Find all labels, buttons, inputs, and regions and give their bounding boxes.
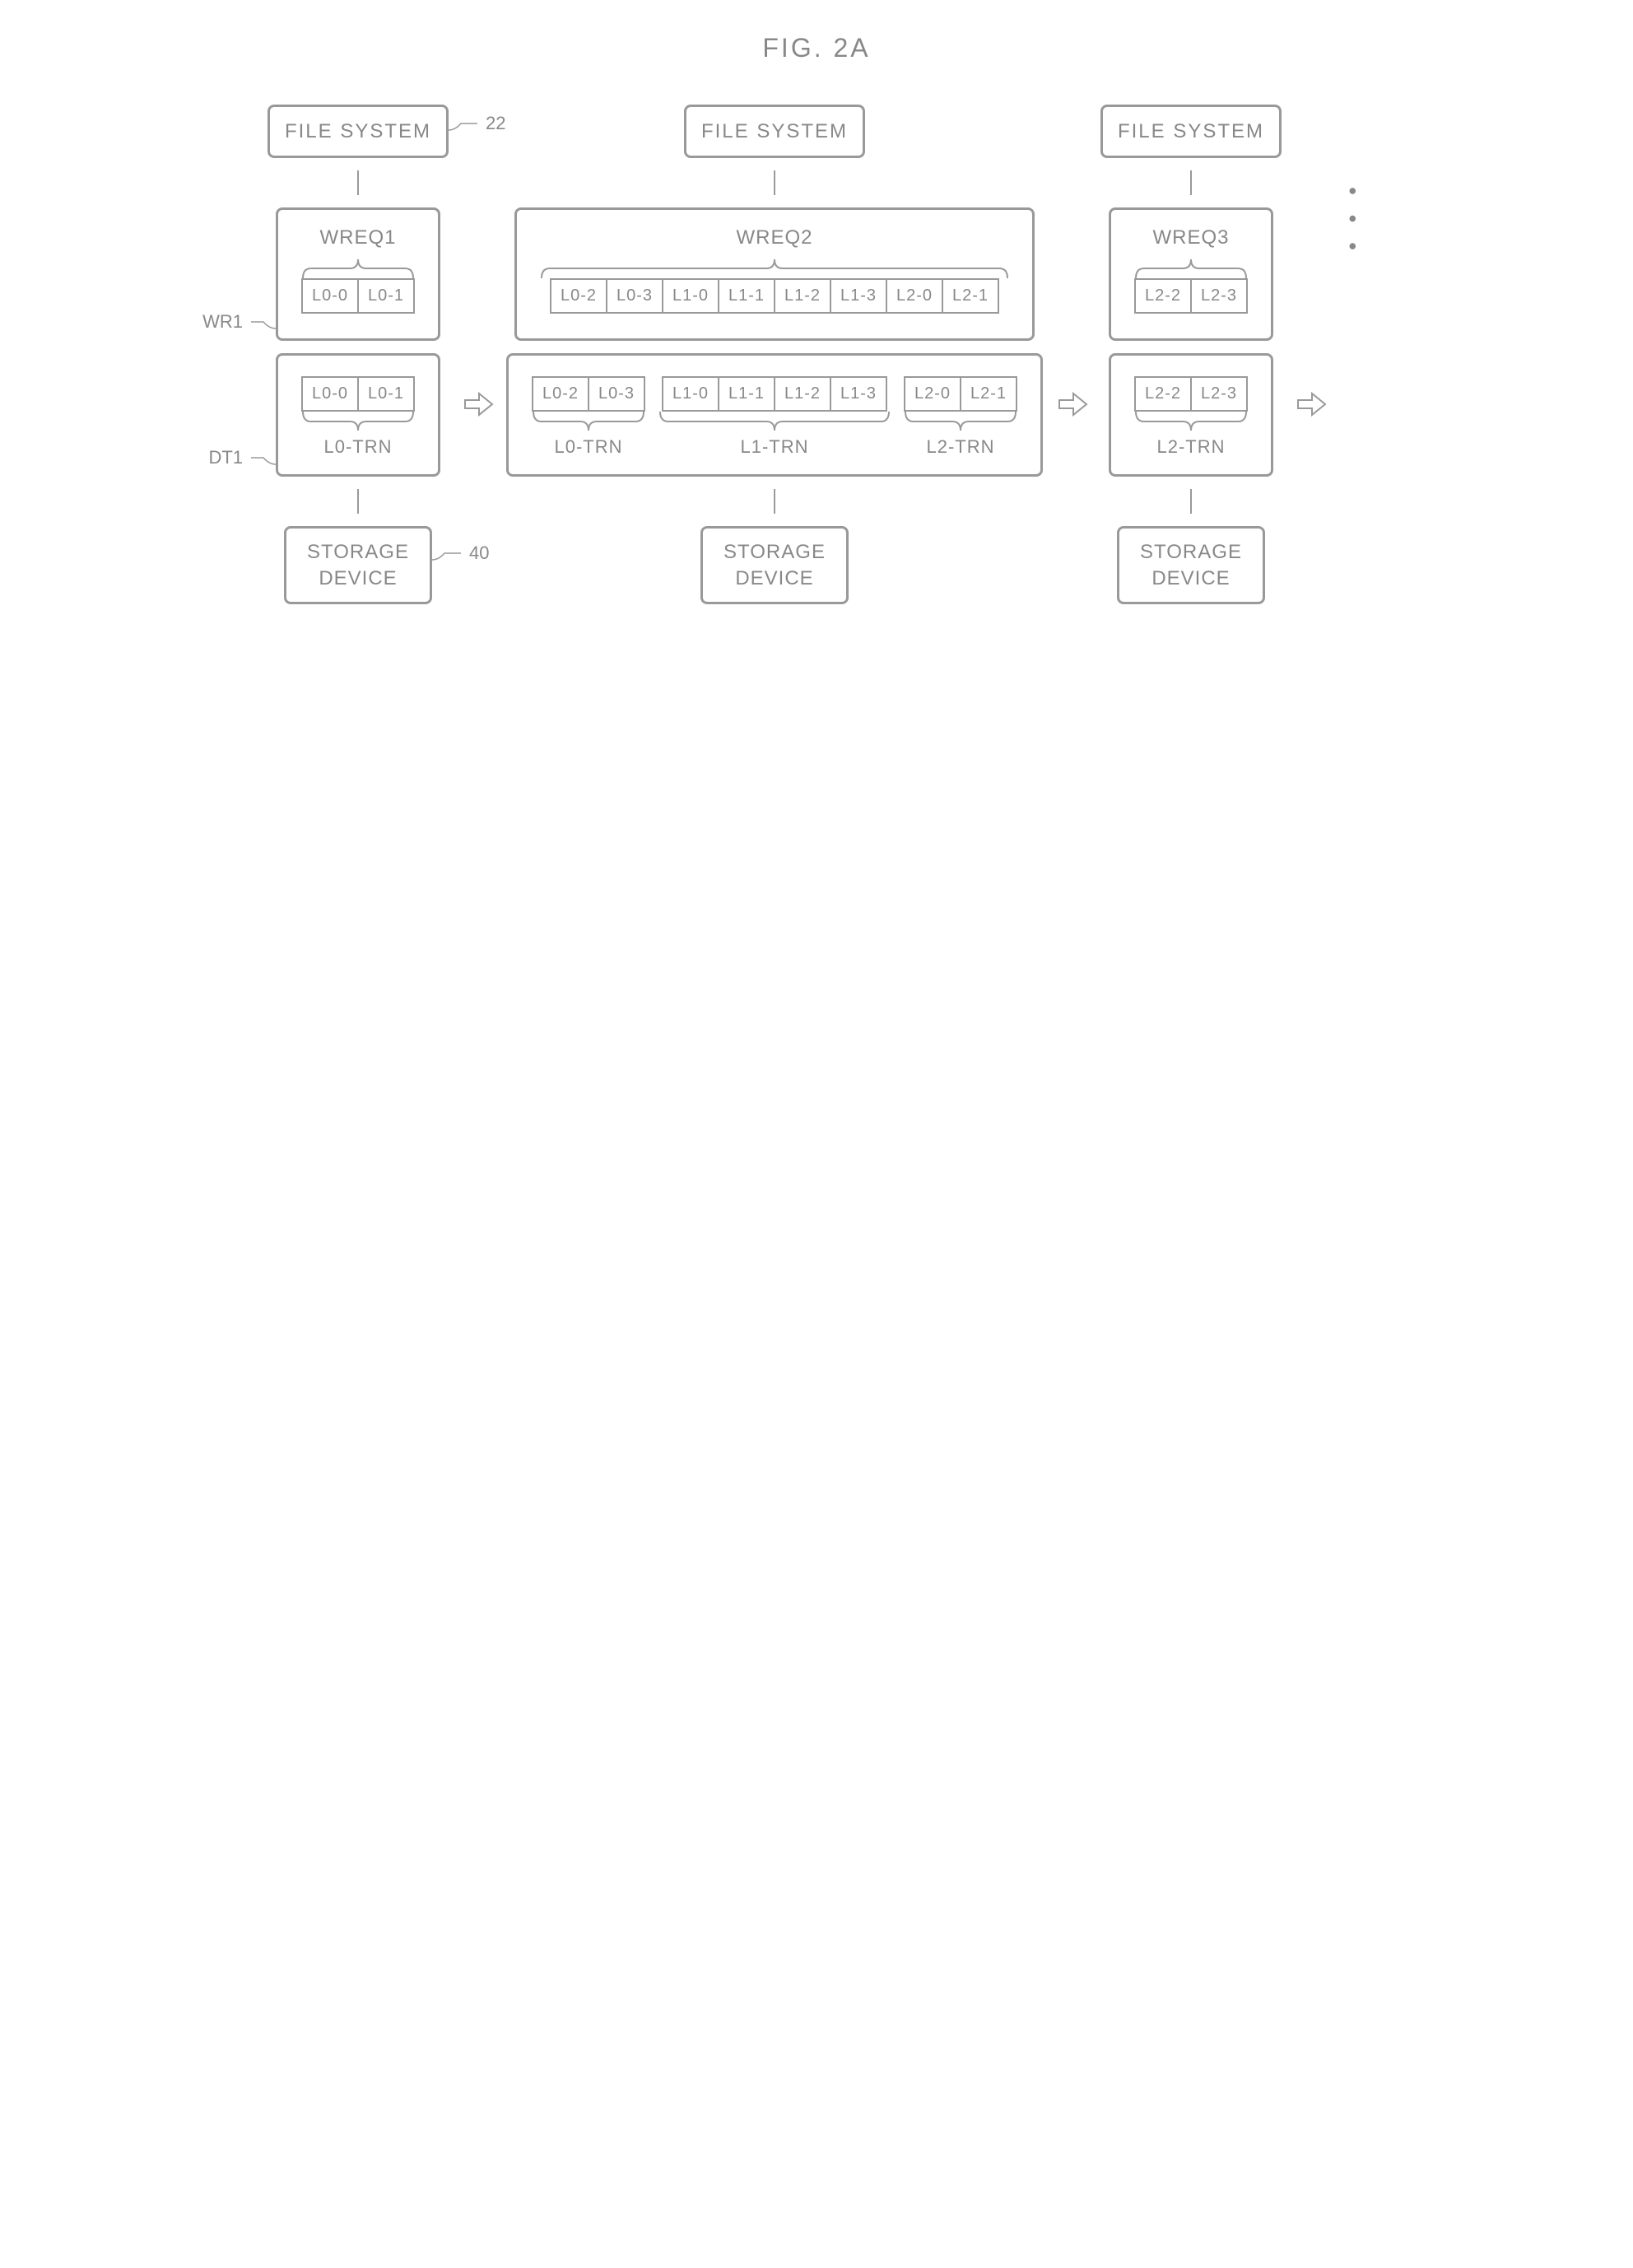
file-system-box: FILE SYSTEM bbox=[684, 105, 865, 158]
connector bbox=[357, 170, 359, 195]
wreq-label: WREQ1 bbox=[319, 226, 396, 249]
column-0: FILE SYSTEM 22 WR1 WREQ1 L0-0L0-1 DT1 bbox=[268, 105, 449, 604]
flow-arrow-icon bbox=[1294, 388, 1327, 421]
cell: L2-2 bbox=[1134, 278, 1192, 314]
trn-group: L2-0L2-1 L2-TRN bbox=[901, 376, 1020, 458]
trn-label: L1-TRN bbox=[740, 436, 808, 458]
connector bbox=[357, 489, 359, 514]
cell: L2-1 bbox=[960, 376, 1017, 412]
cell: L1-2 bbox=[774, 278, 831, 314]
cell: L2-1 bbox=[942, 278, 999, 314]
wreq-cells: L0-2L0-3L1-0L1-1L1-2L1-3L2-0L2-1 bbox=[550, 278, 999, 314]
dt-box: L0-2L0-3 L0-TRN L1-0L1-1L1-2L1-3 L1-TRN bbox=[506, 353, 1043, 477]
storage-device-box: STORAGEDEVICE bbox=[284, 526, 432, 604]
cell: L2-3 bbox=[1190, 376, 1248, 412]
cell: L0-2 bbox=[532, 376, 589, 412]
trn-label: L2-TRN bbox=[1156, 436, 1225, 458]
cell: L1-3 bbox=[830, 278, 887, 314]
cell: L0-2 bbox=[550, 278, 607, 314]
cell: L0-1 bbox=[357, 278, 415, 314]
file-system-box: FILE SYSTEM bbox=[1100, 105, 1282, 158]
wreq-box: WREQ1 L0-0L0-1 bbox=[276, 207, 440, 341]
connector bbox=[1190, 170, 1192, 195]
connector bbox=[1190, 489, 1192, 514]
wreq-box: WREQ2 L0-2L0-3L1-0L1-1L1-2L1-3L2-0L2-1 bbox=[514, 207, 1035, 341]
storage-device-box: STORAGEDEVICE bbox=[1117, 526, 1265, 604]
cell: L0-3 bbox=[606, 278, 663, 314]
trn-label: L2-TRN bbox=[926, 436, 994, 458]
diagram-columns: FILE SYSTEM 22 WR1 WREQ1 L0-0L0-1 DT1 bbox=[268, 105, 1365, 604]
trn-group: L0-2L0-3 L0-TRN bbox=[529, 376, 648, 458]
storage-device-box: STORAGEDEVICE bbox=[700, 526, 849, 604]
cell: L1-0 bbox=[662, 376, 719, 412]
wreq-box: WREQ3 L2-2L2-3 bbox=[1109, 207, 1273, 341]
wreq-cells: L0-0L0-1 bbox=[301, 278, 415, 314]
continuation-dots: • • • bbox=[1339, 187, 1365, 257]
cell: L0-1 bbox=[357, 376, 415, 412]
cell: L0-0 bbox=[301, 278, 359, 314]
cell: L2-0 bbox=[886, 278, 943, 314]
wreq-label: WREQ2 bbox=[736, 226, 812, 249]
dt-box: L0-0L0-1 L0-TRN bbox=[276, 353, 440, 477]
cell: L1-2 bbox=[774, 376, 831, 412]
cell: L1-1 bbox=[718, 278, 775, 314]
cell: L1-0 bbox=[662, 278, 719, 314]
dt-box: L2-2L2-3 L2-TRN bbox=[1109, 353, 1273, 477]
figure-title: FIG. 2A bbox=[762, 33, 870, 63]
cell: L2-3 bbox=[1190, 278, 1248, 314]
column-1: FILE SYSTEM WREQ2 L0-2L0-3L1-0L1-1L1-2L1… bbox=[506, 105, 1043, 604]
trn-group: L0-0L0-1 L0-TRN bbox=[299, 376, 417, 458]
connector bbox=[774, 489, 775, 514]
wreq-cells: L2-2L2-3 bbox=[1134, 278, 1248, 314]
connector bbox=[774, 170, 775, 195]
cell: L1-3 bbox=[830, 376, 887, 412]
flow-arrow-icon bbox=[1055, 388, 1088, 421]
trn-group: L2-2L2-3 L2-TRN bbox=[1132, 376, 1250, 458]
trn-group: L1-0L1-1L1-2L1-3 L1-TRN bbox=[656, 376, 893, 458]
column-2: FILE SYSTEM WREQ3 L2-2L2-3 L2-2L2-3 bbox=[1100, 105, 1282, 604]
cell: L2-0 bbox=[904, 376, 961, 412]
cell: L0-3 bbox=[588, 376, 645, 412]
cell: L2-2 bbox=[1134, 376, 1192, 412]
trn-label: L0-TRN bbox=[323, 436, 392, 458]
wreq-label: WREQ3 bbox=[1152, 226, 1229, 249]
cell: L0-0 bbox=[301, 376, 359, 412]
trn-label: L0-TRN bbox=[554, 436, 622, 458]
flow-arrow-icon bbox=[461, 388, 494, 421]
cell: L1-1 bbox=[718, 376, 775, 412]
file-system-box: FILE SYSTEM bbox=[268, 105, 449, 158]
